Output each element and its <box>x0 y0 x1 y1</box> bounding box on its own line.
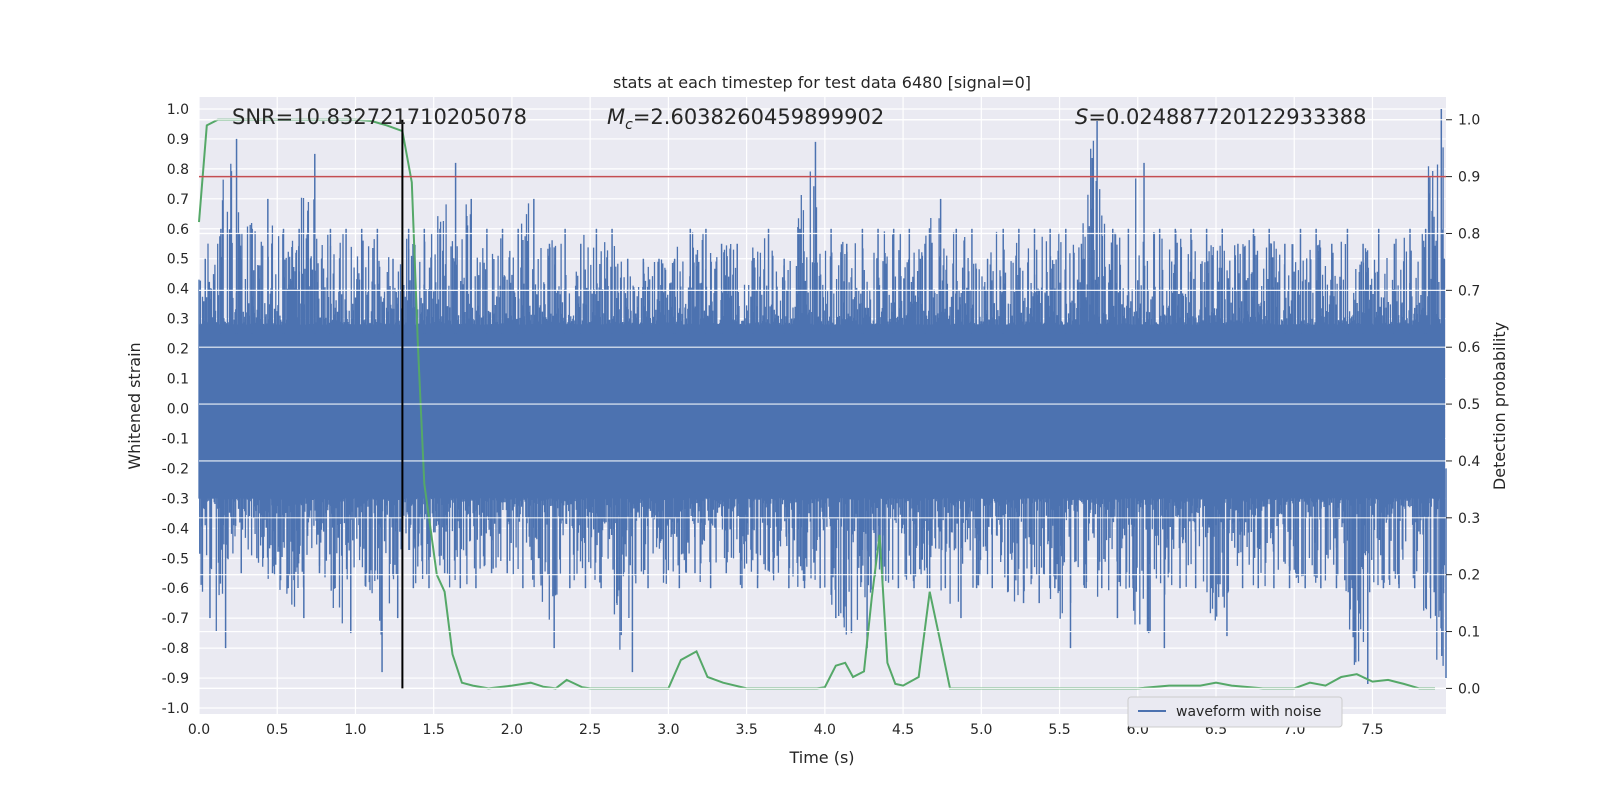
y2-tick-label: 1.0 <box>1458 113 1480 129</box>
x-tick-label: 5.0 <box>970 722 992 738</box>
waveform-core <box>199 333 1445 493</box>
mc-symbol: M <box>607 105 625 129</box>
x-tick-label: 1.5 <box>423 722 445 738</box>
s-symbol: S <box>1075 105 1088 129</box>
y-tick-label: 0.8 <box>167 162 189 178</box>
chart-title: stats at each timestep for test data 648… <box>613 73 1031 92</box>
y-tick-label: -0.4 <box>162 521 189 537</box>
y-tick-label: -0.2 <box>162 461 189 477</box>
y2-tick-label: 0.0 <box>1458 681 1480 697</box>
y2-tick-label: 0.1 <box>1458 625 1480 641</box>
y-tick-label: 0.9 <box>167 132 189 148</box>
y-tick-label: -0.7 <box>162 611 189 627</box>
chirp-mass-annotation: Mc=2.6038260459899902 <box>607 105 884 133</box>
x-tick-label: 1.0 <box>344 722 366 738</box>
x-tick-label: 3.0 <box>657 722 679 738</box>
x-tick-label: 4.0 <box>814 722 836 738</box>
y2-tick-label: 0.5 <box>1458 397 1480 413</box>
y-tick-label: 0.3 <box>167 312 189 328</box>
legend-box <box>1127 696 1343 728</box>
s-annotation: S=0.024887720122933388 <box>1075 105 1366 129</box>
x-tick-label: 0.0 <box>188 722 210 738</box>
y-tick-label: 0.1 <box>167 372 189 388</box>
y-tick-label: -0.9 <box>162 671 189 687</box>
y2-tick-label: 0.4 <box>1458 454 1480 470</box>
y-tick-label: -0.1 <box>162 431 189 447</box>
x-tick-label: 7.5 <box>1361 722 1383 738</box>
y-tick-label: 1.0 <box>167 102 189 118</box>
y2-tick-label: 0.3 <box>1458 511 1480 527</box>
x-tick-label: 5.5 <box>1048 722 1070 738</box>
y2-tick-label: 0.8 <box>1458 226 1480 242</box>
legend-entry: waveform with noise <box>1176 704 1321 720</box>
y-tick-label: 0.7 <box>167 192 189 208</box>
mc-value: =2.6038260459899902 <box>633 105 884 129</box>
s-value: =0.024887720122933388 <box>1088 105 1366 129</box>
legend: waveform with noise <box>1127 696 1343 728</box>
y2-axis-ticks: 0.0 0.1 0.2 0.3 0.4 0.5 0.6 0.7 0.8 0.9 1.0 <box>1446 113 1480 697</box>
y2-tick-label: 0.6 <box>1458 340 1480 356</box>
x-tick-label: 4.5 <box>892 722 914 738</box>
y2-tick-label: 0.7 <box>1458 283 1480 299</box>
y-tick-label: -0.6 <box>162 581 189 597</box>
y-tick-label: -0.8 <box>162 641 189 657</box>
y2-tick-label: 0.2 <box>1458 568 1480 584</box>
x-tick-label: 0.5 <box>266 722 288 738</box>
x-tick-label: 3.5 <box>735 722 757 738</box>
y-tick-label: -1.0 <box>162 701 189 717</box>
reference-lines <box>199 119 1446 690</box>
x-tick-label: 2.0 <box>501 722 523 738</box>
y-tick-label: -0.5 <box>162 551 189 567</box>
y2-axis-label: Detection probability <box>1490 322 1509 490</box>
y-tick-label: 0.6 <box>167 222 189 238</box>
snr-annotation: SNR=10.832721710205078 <box>232 105 527 129</box>
mc-subscript: c <box>625 117 633 133</box>
x-axis-label: Time (s) <box>788 748 854 767</box>
y-axis-ticks: -1.0 -0.9 -0.8 -0.7 -0.6 -0.5 -0.4 -0.3 -0.2 -0.1… <box>162 102 189 717</box>
y-axis-label: Whitened strain <box>125 342 144 469</box>
y-tick-label: 0.5 <box>167 252 189 268</box>
waveform-series <box>198 108 1447 685</box>
y-tick-label: 0.0 <box>167 401 189 417</box>
y2-tick-label: 0.9 <box>1458 170 1480 186</box>
x-tick-label: 2.5 <box>579 722 601 738</box>
y-tick-label: 0.2 <box>167 342 189 358</box>
y-tick-label: 0.4 <box>167 282 189 298</box>
y-tick-label: -0.3 <box>162 491 189 507</box>
